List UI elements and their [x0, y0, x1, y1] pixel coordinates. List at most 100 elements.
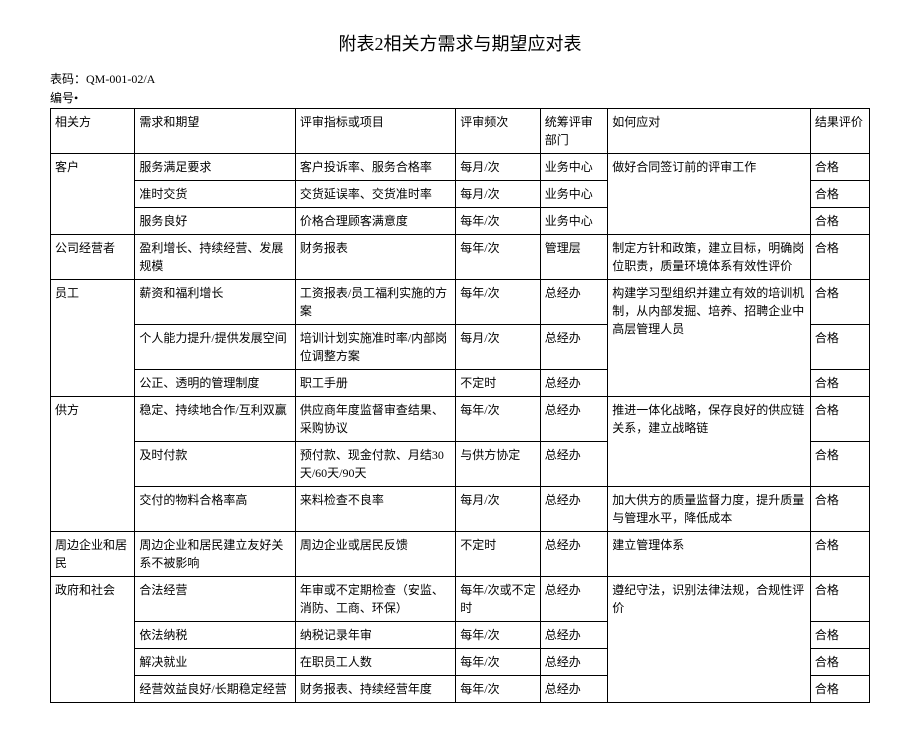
cell-result: 合格	[810, 181, 869, 208]
col-dept: 统筹评审部门	[540, 109, 608, 154]
table-row: 客户 服务满足要求 客户投诉率、服务合格率 每月/次 业务中心 做好合同签订前的…	[51, 154, 870, 181]
table-row: 周边企业和居民 周边企业和居民建立友好关系不被影响 周边企业或居民反馈 不定时 …	[51, 532, 870, 577]
cell-respond: 建立管理体系	[608, 532, 811, 577]
cell-dept: 业务中心	[540, 181, 608, 208]
meta-serial: 编号•	[50, 89, 870, 106]
cell-party: 周边企业和居民	[51, 532, 135, 577]
meta-code-label: 表码：	[50, 72, 86, 86]
meta-code-value: QM-001-02/A	[86, 72, 155, 86]
cell-freq: 每年/次	[456, 676, 540, 703]
cell-result: 合格	[810, 325, 869, 370]
cell-demand: 服务良好	[135, 208, 295, 235]
cell-indicator: 客户投诉率、服务合格率	[295, 154, 455, 181]
cell-demand: 交付的物料合格率高	[135, 487, 295, 532]
cell-dept: 总经办	[540, 487, 608, 532]
cell-dept: 管理层	[540, 235, 608, 280]
cell-indicator: 来料检查不良率	[295, 487, 455, 532]
cell-freq: 每年/次或不定时	[456, 577, 540, 622]
requirements-table: 相关方 需求和期望 评审指标或项目 评审频次 统筹评审部门 如何应对 结果评价 …	[50, 108, 870, 703]
cell-freq: 不定时	[456, 532, 540, 577]
cell-result: 合格	[810, 442, 869, 487]
cell-demand: 及时付款	[135, 442, 295, 487]
cell-respond: 构建学习型组织并建立有效的培训机制，从内部发掘、培养、招聘企业中高层管理人员	[608, 280, 811, 397]
cell-party: 客户	[51, 154, 135, 235]
cell-demand: 依法纳税	[135, 622, 295, 649]
table-header-row: 相关方 需求和期望 评审指标或项目 评审频次 统筹评审部门 如何应对 结果评价	[51, 109, 870, 154]
cell-demand: 解决就业	[135, 649, 295, 676]
cell-party: 供方	[51, 397, 135, 532]
cell-indicator: 年审或不定期检查（安监、消防、工商、环保）	[295, 577, 455, 622]
cell-demand: 合法经营	[135, 577, 295, 622]
cell-freq: 不定时	[456, 370, 540, 397]
cell-dept: 总经办	[540, 325, 608, 370]
cell-dept: 业务中心	[540, 154, 608, 181]
cell-result: 合格	[810, 622, 869, 649]
col-respond: 如何应对	[608, 109, 811, 154]
cell-result: 合格	[810, 235, 869, 280]
cell-dept: 总经办	[540, 532, 608, 577]
cell-indicator: 供应商年度监督审查结果、采购协议	[295, 397, 455, 442]
table-row: 交付的物料合格率高 来料检查不良率 每月/次 总经办 加大供方的质量监督力度，提…	[51, 487, 870, 532]
cell-freq: 每年/次	[456, 280, 540, 325]
cell-dept: 总经办	[540, 577, 608, 622]
cell-freq: 每年/次	[456, 397, 540, 442]
cell-respond: 推进一体化战略，保存良好的供应链关系，建立战略链	[608, 397, 811, 487]
cell-indicator: 预付款、现金付款、月结30天/60天/90天	[295, 442, 455, 487]
col-result: 结果评价	[810, 109, 869, 154]
table-row: 供方 稳定、持续地合作/互利双赢 供应商年度监督审查结果、采购协议 每年/次 总…	[51, 397, 870, 442]
cell-dept: 总经办	[540, 370, 608, 397]
cell-dept: 总经办	[540, 442, 608, 487]
cell-dept: 总经办	[540, 676, 608, 703]
cell-indicator: 财务报表	[295, 235, 455, 280]
cell-freq: 每月/次	[456, 325, 540, 370]
cell-demand: 个人能力提升/提供发展空间	[135, 325, 295, 370]
cell-freq: 每月/次	[456, 181, 540, 208]
cell-result: 合格	[810, 370, 869, 397]
cell-demand: 盈利增长、持续经营、发展规模	[135, 235, 295, 280]
cell-freq: 每年/次	[456, 208, 540, 235]
cell-result: 合格	[810, 577, 869, 622]
cell-indicator: 培训计划实施准时率/内部岗位调整方案	[295, 325, 455, 370]
cell-result: 合格	[810, 154, 869, 181]
col-indicator: 评审指标或项目	[295, 109, 455, 154]
cell-freq: 每月/次	[456, 154, 540, 181]
col-party: 相关方	[51, 109, 135, 154]
cell-result: 合格	[810, 397, 869, 442]
cell-freq: 每年/次	[456, 649, 540, 676]
col-demand: 需求和期望	[135, 109, 295, 154]
cell-result: 合格	[810, 676, 869, 703]
cell-respond: 制定方针和政策，建立目标，明确岗位职责，质量环境体系有效性评价	[608, 235, 811, 280]
cell-party: 公司经营者	[51, 235, 135, 280]
cell-indicator: 在职员工人数	[295, 649, 455, 676]
cell-dept: 总经办	[540, 280, 608, 325]
cell-demand: 周边企业和居民建立友好关系不被影响	[135, 532, 295, 577]
cell-indicator: 交货延误率、交货准时率	[295, 181, 455, 208]
cell-freq: 每年/次	[456, 235, 540, 280]
cell-indicator: 工资报表/员工福利实施的方案	[295, 280, 455, 325]
cell-party: 政府和社会	[51, 577, 135, 703]
cell-result: 合格	[810, 649, 869, 676]
cell-result: 合格	[810, 532, 869, 577]
page-title: 附表2相关方需求与期望应对表	[50, 30, 870, 56]
cell-result: 合格	[810, 280, 869, 325]
meta-code: 表码：QM-001-02/A	[50, 70, 870, 87]
cell-respond: 遵纪守法，识别法律法规，合规性评价	[608, 577, 811, 703]
cell-respond: 做好合同签订前的评审工作	[608, 154, 811, 235]
cell-demand: 薪资和福利增长	[135, 280, 295, 325]
cell-indicator: 周边企业或居民反馈	[295, 532, 455, 577]
cell-indicator: 价格合理顾客满意度	[295, 208, 455, 235]
cell-dept: 总经办	[540, 649, 608, 676]
cell-indicator: 纳税记录年审	[295, 622, 455, 649]
cell-respond: 加大供方的质量监督力度，提升质量与管理水平，降低成本	[608, 487, 811, 532]
cell-demand: 准时交货	[135, 181, 295, 208]
cell-demand: 稳定、持续地合作/互利双赢	[135, 397, 295, 442]
cell-freq: 每月/次	[456, 487, 540, 532]
cell-demand: 经营效益良好/长期稳定经营	[135, 676, 295, 703]
table-row: 员工 薪资和福利增长 工资报表/员工福利实施的方案 每年/次 总经办 构建学习型…	[51, 280, 870, 325]
cell-result: 合格	[810, 487, 869, 532]
cell-indicator: 财务报表、持续经营年度	[295, 676, 455, 703]
cell-freq: 与供方协定	[456, 442, 540, 487]
table-row: 公司经营者 盈利增长、持续经营、发展规模 财务报表 每年/次 管理层 制定方针和…	[51, 235, 870, 280]
col-freq: 评审频次	[456, 109, 540, 154]
cell-freq: 每年/次	[456, 622, 540, 649]
